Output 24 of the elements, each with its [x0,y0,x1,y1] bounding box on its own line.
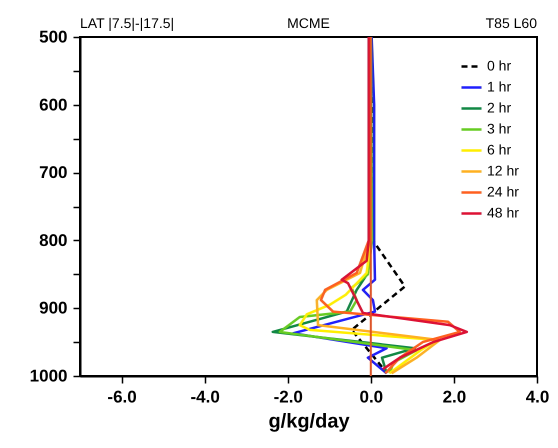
y-tick-label: 500 [39,28,68,46]
x-axis-title: g/kg/day [268,410,350,432]
x-tick-label: 4.0 [526,388,550,406]
text: LAT |7.5|-|17.5| [80,15,174,31]
x-tick-label: -6.0 [107,388,137,406]
legend-label: 2 hr [487,100,512,116]
x-tick-label: -2.0 [274,388,303,406]
legend-label: 48 hr [487,204,520,220]
x-tick-label: -4.0 [190,388,220,406]
x-tick-label: 0.0 [360,388,384,406]
legend-label: 24 hr [487,184,520,200]
y-tick-label: 700 [39,163,68,182]
legend-label: 3 hr [487,120,512,136]
y-tick-label: 1000 [30,366,68,386]
text: T85 L60 [486,15,538,31]
y-tick-label: 900 [39,298,68,318]
x-tick-label: 2.0 [442,388,466,406]
legend-label: 12 hr [487,162,520,178]
legend-label: 6 hr [487,142,512,158]
legend-label: 1 hr [487,78,512,94]
chart-title: MCME [287,15,330,31]
legend-label: 0 hr [487,58,512,74]
y-tick-label: 600 [39,95,68,114]
y-tick-label: 800 [39,230,68,250]
